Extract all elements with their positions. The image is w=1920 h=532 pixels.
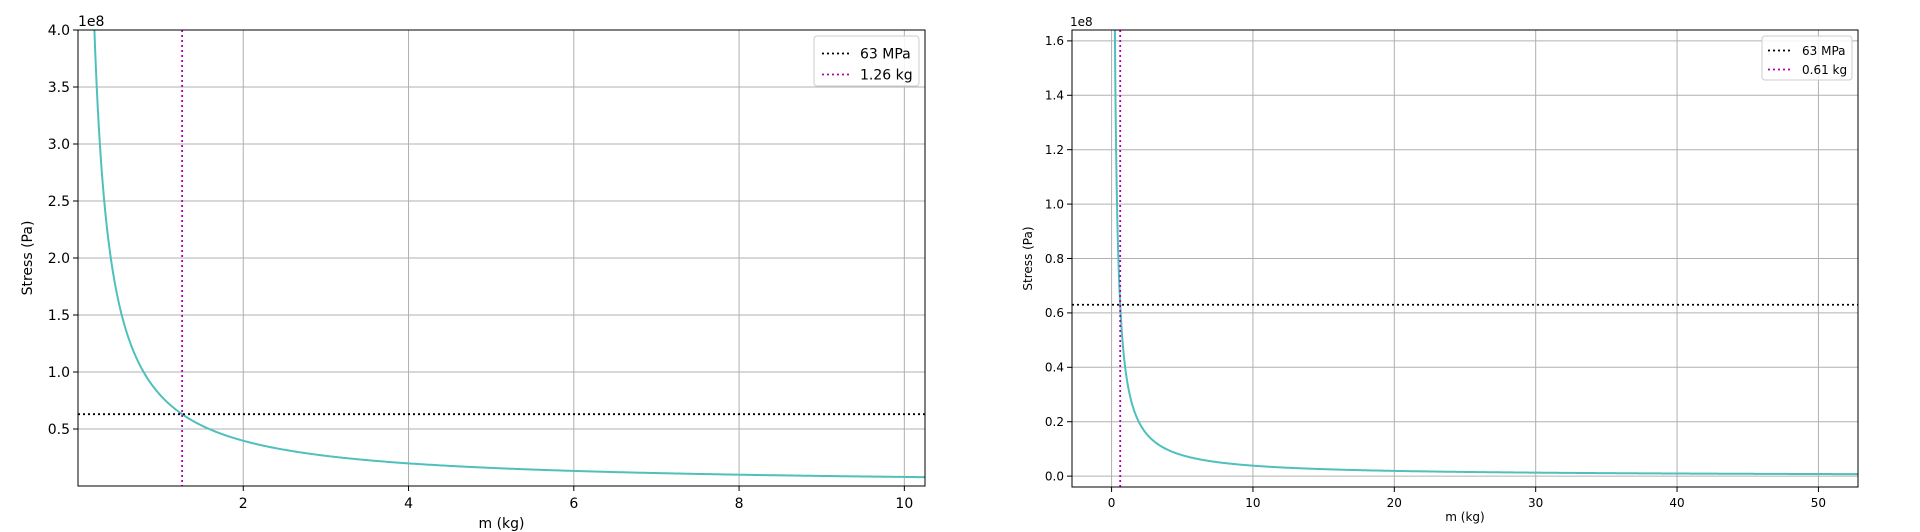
y-tick-label: 1.0 (48, 365, 70, 381)
legend-entry: 63 MPa (1802, 44, 1846, 58)
legend: 63 MPa 1.26 kg (813, 35, 920, 87)
legend-box (813, 35, 920, 87)
y-tick-label: 4.0 (48, 23, 70, 39)
chart-right: 0 10 20 30 40 50 0.0 0.2 0.4 0.6 0.8 1.0 1.2 1.4 1.6 1e… (1021, 15, 1859, 524)
y-tick-label: 2.5 (48, 194, 70, 210)
plot-frame (77, 29, 926, 487)
x-tick-label: 20 (1387, 496, 1402, 510)
y-tick-label: 3.5 (48, 80, 70, 96)
x-tick-label: 30 (1528, 496, 1543, 510)
x-axis-label: m (kg) (1445, 510, 1484, 524)
x-axis-label: m (kg) (478, 516, 524, 532)
x-tick-label: 6 (569, 496, 578, 512)
legend-entry: 1.26 kg (860, 68, 913, 84)
stress-curve (1113, 30, 1858, 476)
y-tick-label: 0.6 (1045, 306, 1064, 320)
y-tick-label: 3.0 (48, 137, 70, 153)
y-axis-label: Stress (Pa) (20, 221, 36, 296)
y-tick-label: 1.2 (1045, 143, 1064, 157)
x-tick-label: 2 (239, 496, 248, 512)
y-tick-label: 0.5 (48, 422, 70, 438)
y-tick-label: 0.0 (1045, 469, 1064, 483)
y-scale-label: 1e8 (78, 14, 104, 30)
x-tick-label: 50 (1811, 496, 1826, 510)
plot-frame (1071, 29, 1859, 488)
x-tick-label: 40 (1669, 496, 1684, 510)
legend-entry: 0.61 kg (1802, 63, 1847, 77)
stress-curve (93, 30, 925, 479)
y-scale-label: 1e8 (1070, 15, 1093, 29)
y-tick-label: 0.2 (1045, 415, 1064, 429)
x-tick-label: 10 (895, 496, 913, 512)
y-tick-label: 1.4 (1045, 89, 1064, 103)
legend: 63 MPa 0.61 kg (1761, 35, 1853, 81)
legend-entry: 63 MPa (860, 47, 911, 63)
x-tick-label: 0 (1108, 496, 1116, 510)
y-tick-label: 0.8 (1045, 252, 1064, 266)
chart-left: 2 4 6 8 10 0.5 1.0 1.5 2.0 2.5 3.0 3.5 4.0 1e8 m (kg) S… (20, 14, 926, 532)
x-tick-label: 4 (404, 496, 413, 512)
y-tick-label: 1.0 (1045, 197, 1064, 211)
y-tick-label: 0.4 (1045, 361, 1064, 375)
y-axis-label: Stress (Pa) (1021, 226, 1035, 290)
y-tick-label: 1.6 (1045, 34, 1064, 48)
y-tick-label: 1.5 (48, 308, 70, 324)
x-tick-label: 10 (1245, 496, 1260, 510)
y-tick-label: 2.0 (48, 251, 70, 267)
x-tick-label: 8 (735, 496, 744, 512)
